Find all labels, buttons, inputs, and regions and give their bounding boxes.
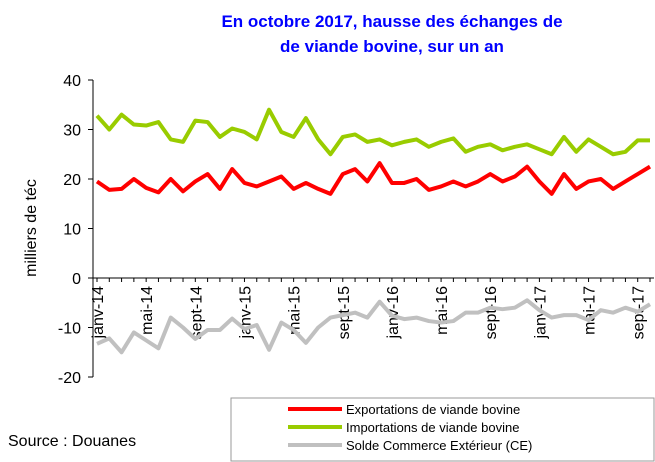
chart-title: En octobre 2017, hausse des échanges de: [221, 12, 562, 31]
legend-label: Importations de viande bovine: [346, 420, 519, 435]
x-tick-label: sept-14: [188, 286, 205, 339]
x-tick-label: sept-16: [483, 286, 500, 339]
legend-label: Solde Commerce Extérieur (CE): [346, 438, 532, 453]
series-line: [95, 107, 650, 157]
y-tick-label: 20: [63, 172, 81, 189]
x-tick-label: sept-15: [336, 286, 353, 339]
x-tick-label: mai-15: [287, 286, 304, 335]
series-line: [95, 161, 652, 196]
y-tick-label: 0: [72, 271, 81, 288]
x-tick-label: mai-17: [582, 286, 599, 335]
source: Source : Douanes: [8, 433, 136, 450]
y-axis-label: milliers de téc: [23, 179, 40, 277]
x-tick-label: janv-15: [237, 286, 254, 340]
y-tick-label: 40: [63, 73, 81, 90]
x-tick-label: janv-16: [385, 286, 402, 340]
y-tick-label: 30: [63, 123, 81, 140]
x-tick-label: janv-14: [90, 286, 107, 340]
y-tick-label: 10: [63, 222, 81, 239]
chart-title: de viande bovine, sur un an: [280, 37, 504, 56]
x-tick-label: mai-14: [139, 286, 156, 335]
y-tick-label: -10: [58, 321, 81, 338]
series-line: [96, 298, 652, 355]
x-tick-label: mai-16: [434, 286, 451, 335]
legend-label: Exportations de viande bovine: [346, 402, 520, 417]
y-tick-label: -20: [58, 370, 81, 387]
